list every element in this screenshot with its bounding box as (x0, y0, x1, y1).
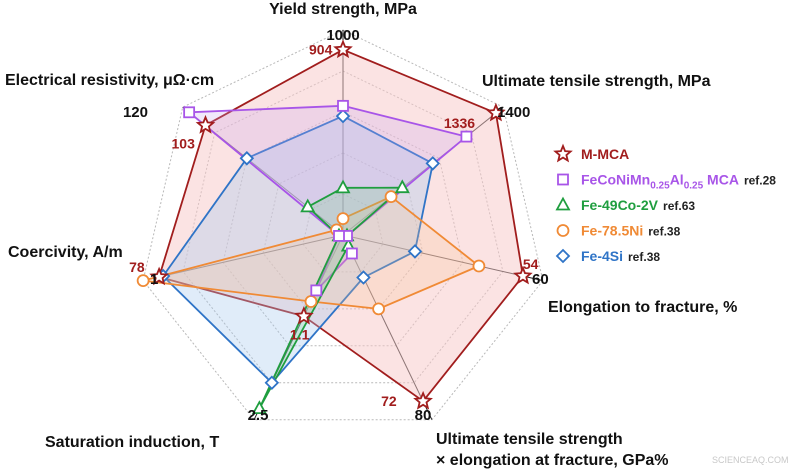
axis-labels: 904 1336 54 72 1.1 78 103 1000 1400 60 80 2.5 1 120 Yi… (5, 1, 737, 469)
data-point-0-4 (294, 305, 314, 325)
data-point-0-2 (513, 265, 533, 285)
data-point-3-3 (372, 302, 385, 316)
data-point-4-4 (264, 375, 280, 391)
legend: M-MCA FeCoNiMn0.25Al0.25 MCA ref.28 Fe-49Co… (553, 143, 776, 264)
data-point-2-4 (251, 400, 267, 415)
mca-value-label: 1336 (444, 115, 475, 131)
mca-value-label: 54 (523, 256, 539, 272)
data-point-1-3 (345, 247, 358, 260)
data-point-1-4 (310, 284, 323, 297)
axis-max-label: 2.5 (248, 407, 269, 424)
legend-entry: Fe-78.5Ni ref.38 (581, 223, 681, 239)
data-point-2-1 (394, 179, 410, 194)
data-point-0-5 (149, 266, 169, 286)
data-point-1-5 (333, 230, 345, 242)
data-point-3-1 (384, 190, 398, 204)
legend-entry: Fe-4Si ref.38 (581, 248, 660, 264)
legend-marker (557, 173, 569, 186)
data-point-3-2 (472, 259, 486, 273)
axis-max-label: 1000 (326, 27, 359, 44)
data-point-4-6 (239, 151, 255, 166)
watermark-text: SCIENCEAQ.COM (712, 455, 789, 465)
data-point-3-0 (336, 212, 350, 226)
legend-marker (555, 196, 571, 211)
mca-value-label: 1.1 (290, 326, 310, 342)
data-point-3-4 (304, 295, 318, 308)
axis-title: Coercivity, A/m (8, 244, 123, 261)
legend-entry: FeCoNiMn0.25Al0.25 MCA ref.28 (581, 172, 776, 192)
data-point-4-0 (335, 108, 351, 124)
data-point-3-5 (136, 274, 150, 288)
axis-max-label: 1 (150, 271, 158, 288)
mca-value-label: 103 (172, 135, 196, 151)
grid-ring (142, 29, 544, 421)
axis-title: Electrical resistivity, μΩ·cm (5, 72, 214, 89)
data-point-4-2 (407, 244, 423, 259)
data-point-2-0 (335, 179, 351, 194)
data-point-1-1 (460, 130, 473, 143)
axis-max-label: 80 (415, 407, 432, 424)
axis-max-label: 120 (123, 104, 148, 121)
mca-value-label: 904 (309, 42, 333, 58)
legend-marker (553, 143, 573, 163)
series-polygon-3 (142, 195, 480, 310)
mca-value-label: 72 (381, 393, 397, 409)
legend-entry: M-MCA (581, 146, 629, 162)
axis-max-label: 60 (532, 271, 549, 288)
legend-marker (555, 248, 571, 264)
axis-title: Saturation induction, T (45, 434, 219, 451)
data-point-2-6 (300, 198, 316, 213)
data-point-0-0 (333, 39, 353, 59)
data-point-1-0 (337, 99, 349, 112)
series-polygon-4 (162, 115, 434, 384)
axis-title: Elongation to fracture, % (548, 299, 737, 316)
data-point-0-1 (486, 102, 506, 122)
legend-entry: Fe-49Co-2V ref.63 (581, 197, 695, 213)
axis-title: Yield strength, MPa (269, 1, 417, 18)
axis-title: Ultimate tensile strength (436, 431, 623, 448)
data-point-4-3 (356, 270, 371, 285)
axis-title: Ultimate tensile strength, MPa (482, 73, 711, 90)
axis-title: × elongation at fracture, GPa% (436, 452, 669, 469)
data-point-4-1 (425, 156, 441, 171)
legend-marker (556, 224, 570, 237)
mca-value-label: 78 (129, 259, 145, 275)
data-point-0-6 (195, 114, 216, 134)
series-layer (136, 39, 533, 415)
data-point-0-3 (413, 390, 433, 410)
axis-max-label: 1400 (497, 104, 530, 121)
data-point-1-6 (183, 106, 196, 119)
